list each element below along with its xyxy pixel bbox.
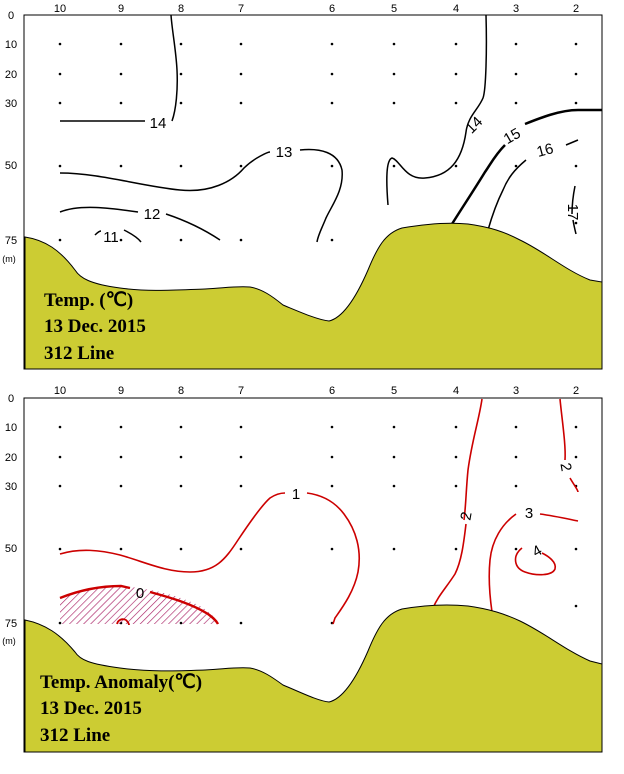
contour-label: 2 (457, 511, 475, 522)
contour-15-tail (524, 108, 602, 126)
contour-1 (59, 492, 360, 625)
caption-date: 13 Dec. 2015 (40, 698, 142, 719)
caption-title: Temp. Anomaly(℃) (40, 672, 202, 693)
depth-label: 30 (5, 98, 17, 110)
contour-13 (59, 148, 343, 243)
station-label: 5 (391, 385, 397, 397)
contour-label: 11 (103, 229, 119, 246)
contour-label: 0 (136, 585, 144, 602)
station-label: 2 (573, 3, 579, 15)
depth-unit-label: (m) (2, 254, 16, 264)
temperature-contour-labels: 14 13 12 11 14 15 16 17 (103, 113, 581, 246)
station-label: 9 (118, 385, 124, 397)
contour-label: 15 (501, 125, 524, 148)
negative-anomaly-hatched-area (60, 586, 218, 624)
depth-label: 30 (5, 481, 17, 493)
contour-label: 12 (144, 206, 161, 223)
contour-2-main (432, 398, 483, 609)
contour-3 (488, 513, 579, 613)
contour-14-east (386, 14, 488, 206)
station-label: 4 (453, 385, 459, 397)
temperature-contours (59, 14, 602, 243)
station-label: 6 (329, 3, 335, 15)
temperature-anomaly-panel: 10 9 8 7 6 5 4 3 2 0 10 20 30 50 75 (m) (2, 385, 603, 753)
anomaly-contours (59, 398, 579, 626)
station-label: 3 (513, 385, 519, 397)
contour-label: 14 (150, 115, 167, 132)
depth-label: 20 (5, 452, 17, 464)
contour-label: 2 (556, 462, 574, 473)
contour-0-small (116, 618, 130, 626)
caption-line: 312 Line (44, 343, 114, 364)
temperature-section-panel: 10 9 8 7 6 5 4 3 2 0 10 20 30 50 75 (m) (2, 3, 603, 370)
depth-label: 0 (8, 10, 14, 22)
station-label: 10 (54, 385, 66, 397)
station-axis: 10 9 8 7 6 5 4 3 2 (54, 3, 579, 15)
contour-16 (487, 139, 579, 231)
station-label: 10 (54, 3, 66, 15)
seabed-terrain (24, 222, 603, 370)
depth-label: 50 (5, 543, 17, 555)
station-label: 6 (329, 385, 335, 397)
station-axis: 10 9 8 7 6 5 4 3 2 (54, 385, 579, 397)
contour-4-ring (514, 547, 557, 576)
contour-11 (94, 229, 142, 243)
depth-label: 10 (5, 39, 17, 51)
panel-caption: Temp. (℃) 13 Dec. 2015 312 Line (44, 290, 146, 364)
contour-17 (571, 185, 577, 235)
station-label: 4 (453, 3, 459, 15)
contour-label: 17 (564, 204, 581, 221)
depth-label: 10 (5, 422, 17, 434)
caption-date: 13 Dec. 2015 (44, 316, 146, 337)
station-label: 5 (391, 3, 397, 15)
contour-label: 1 (292, 486, 300, 503)
depth-axis: 0 10 20 30 50 75 (m) (2, 10, 17, 264)
station-label: 8 (178, 385, 184, 397)
sample-points (58, 42, 578, 242)
depth-label: 75 (5, 235, 17, 247)
contour-12 (59, 206, 221, 241)
contour-label: 13 (276, 144, 293, 161)
station-label: 7 (238, 3, 244, 15)
caption-line: 312 Line (40, 725, 110, 746)
seabed-terrain (24, 604, 603, 753)
panel-caption: Temp. Anomaly(℃) 13 Dec. 2015 312 Line (40, 672, 202, 746)
depth-unit-label: (m) (2, 636, 16, 646)
contour-0 (59, 584, 220, 625)
station-label: 9 (118, 3, 124, 15)
contour-label: 16 (535, 140, 556, 161)
station-label: 7 (238, 385, 244, 397)
contour-15 (450, 144, 506, 225)
depth-label: 75 (5, 618, 17, 630)
depth-axis: 0 10 20 30 50 75 (m) (2, 393, 17, 646)
contour-2-east (559, 398, 579, 493)
depth-label: 50 (5, 160, 17, 172)
station-label: 2 (573, 385, 579, 397)
contour-label: 3 (525, 505, 533, 522)
caption-title: Temp. (℃) (44, 290, 133, 311)
depth-label: 0 (8, 393, 14, 405)
contour-14-west (60, 14, 178, 122)
station-label: 3 (513, 3, 519, 15)
station-label: 8 (178, 3, 184, 15)
depth-label: 20 (5, 69, 17, 81)
